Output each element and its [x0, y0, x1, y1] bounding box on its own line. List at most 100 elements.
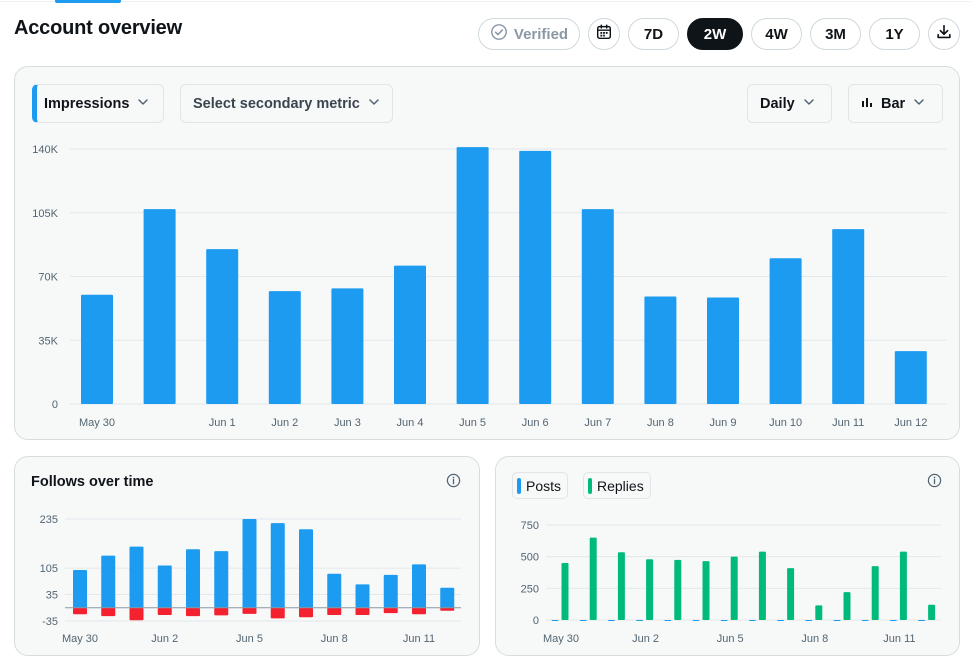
- unfollows-bar: [327, 607, 342, 615]
- x-tick-label: Jun 4: [397, 417, 424, 429]
- bar-chart-icon: [861, 96, 873, 112]
- follows-bar: [101, 555, 116, 608]
- x-tick-label: Jun 10: [769, 417, 802, 429]
- bar-bar: [644, 296, 677, 404]
- posts-bar: [551, 620, 559, 621]
- range-3m-button[interactable]: 3M: [810, 18, 861, 50]
- unfollows-bar: [355, 607, 370, 615]
- secondary-metric-placeholder: Select secondary metric: [193, 95, 360, 112]
- bar-bar: [519, 150, 552, 404]
- x-tick-label: Jun 8: [647, 417, 674, 429]
- x-tick-label: Jun 1: [209, 417, 236, 429]
- x-tick-label: Jun 5: [459, 417, 486, 429]
- follows-bar: [242, 519, 257, 608]
- follows-card-title: Follows over time: [31, 474, 154, 490]
- unfollows-bar: [157, 607, 172, 615]
- bar-bar: [268, 291, 301, 404]
- chevron-down-icon: [368, 96, 380, 112]
- page-title: Account overview: [14, 17, 182, 39]
- posts-bar: [918, 620, 926, 621]
- x-tick-label: May 30: [79, 417, 115, 429]
- follows-bar: [383, 574, 398, 608]
- x-tick-label: Jun 11: [403, 633, 435, 645]
- follows-bar: [157, 565, 172, 608]
- y-tick-label: 750: [521, 520, 539, 532]
- range-1y-button[interactable]: 1Y: [869, 18, 920, 50]
- replies-bar: [899, 551, 907, 620]
- x-tick-label: Jun 2: [271, 417, 298, 429]
- calendar-button[interactable]: [588, 18, 620, 50]
- replies-bar: [589, 537, 597, 620]
- unfollows-bar: [101, 607, 116, 617]
- legend-replies[interactable]: Replies: [583, 472, 651, 499]
- legend-replies-label: Replies: [597, 477, 644, 494]
- bar-bar: [894, 351, 927, 404]
- replies-bar: [561, 563, 569, 620]
- chart-type-label: Bar: [881, 95, 906, 112]
- replies-bar: [646, 559, 654, 620]
- info-icon[interactable]: [446, 473, 461, 488]
- replies-bar: [928, 604, 936, 620]
- x-tick-label: Jun 2: [632, 633, 659, 645]
- legend-posts-label: Posts: [526, 477, 562, 494]
- posts-bar: [720, 620, 728, 621]
- x-tick-label: Jun 6: [522, 417, 549, 429]
- posts-bar: [636, 620, 644, 621]
- y-tick-label: 500: [521, 552, 539, 564]
- follows-bar: [214, 551, 229, 608]
- posts-replies-bar-chart: 0 250 500 750 May 30 Jun 2 Jun 5 Jun 8 Jun 11: [521, 520, 941, 645]
- chevron-down-icon: [137, 96, 149, 112]
- impressions-bar-chart: 0 35K 70K 105K 140K May 30 Jun 1 Jun 2 Jun 3 Jun …: [32, 144, 947, 429]
- follows-bar: [412, 564, 426, 608]
- posts-replies-chart-card: Posts Replies 0 250 500 750 May 30 Jun 2 Jun 5…: [495, 456, 960, 656]
- info-icon[interactable]: [927, 473, 942, 488]
- x-tick-label: May 30: [543, 633, 579, 645]
- verified-filter-button[interactable]: Verified: [478, 18, 580, 50]
- replies-bar: [871, 566, 879, 620]
- y-tick-label: 70K: [38, 272, 58, 284]
- x-tick-label: Jun 3: [334, 417, 361, 429]
- download-button[interactable]: [928, 18, 960, 50]
- bar-bar: [581, 209, 614, 404]
- bar-bar: [769, 258, 802, 404]
- range-7d-button[interactable]: 7D: [628, 18, 679, 50]
- follows-chart-card: Follows over time -35 35 105 235 May 30 Jun 2…: [14, 456, 480, 656]
- active-tab-indicator: [55, 0, 121, 3]
- posts-bar: [607, 620, 615, 621]
- top-divider: [0, 1, 971, 2]
- replies-bar: [758, 551, 766, 620]
- unfollows-bar: [214, 607, 229, 616]
- primary-metric-select[interactable]: Impressions: [32, 84, 164, 123]
- interval-label: Daily: [760, 95, 795, 112]
- secondary-metric-select[interactable]: Select secondary metric: [180, 84, 393, 123]
- x-tick-label: Jun 7: [584, 417, 611, 429]
- impressions-chart-card: Impressions Select secondary metric Dail…: [14, 66, 960, 440]
- legend-posts[interactable]: Posts: [512, 472, 569, 499]
- y-tick-label: 0: [533, 615, 539, 627]
- unfollows-bar: [299, 607, 313, 618]
- download-icon: [935, 23, 953, 45]
- calendar-icon: [595, 23, 613, 45]
- verified-label: Verified: [513, 25, 569, 43]
- x-tick-label: Jun 8: [801, 633, 828, 645]
- posts-bar: [861, 620, 869, 621]
- interval-select[interactable]: Daily: [747, 84, 832, 123]
- replies-bar: [674, 559, 682, 620]
- replies-bar: [617, 552, 625, 620]
- x-tick-label: Jun 5: [236, 633, 263, 645]
- replies-bar: [815, 605, 823, 620]
- follows-bar: [270, 523, 285, 608]
- chart-type-select[interactable]: Bar: [848, 84, 943, 123]
- x-tick-label: Jun 2: [151, 633, 178, 645]
- y-tick-label: 140K: [32, 144, 58, 156]
- unfollows-bar: [383, 607, 398, 614]
- date-range-toolbar: Verified 7D 2W 4W 3M 1Y: [478, 18, 960, 50]
- chevron-down-icon: [913, 96, 925, 112]
- x-tick-label: Jun 8: [321, 633, 348, 645]
- range-2w-button[interactable]: 2W: [687, 18, 743, 50]
- x-tick-label: Jun 11: [832, 417, 864, 429]
- posts-bar: [889, 620, 897, 621]
- range-4w-button[interactable]: 4W: [751, 18, 802, 50]
- y-tick-label: 235: [40, 514, 58, 526]
- posts-bar: [805, 620, 813, 621]
